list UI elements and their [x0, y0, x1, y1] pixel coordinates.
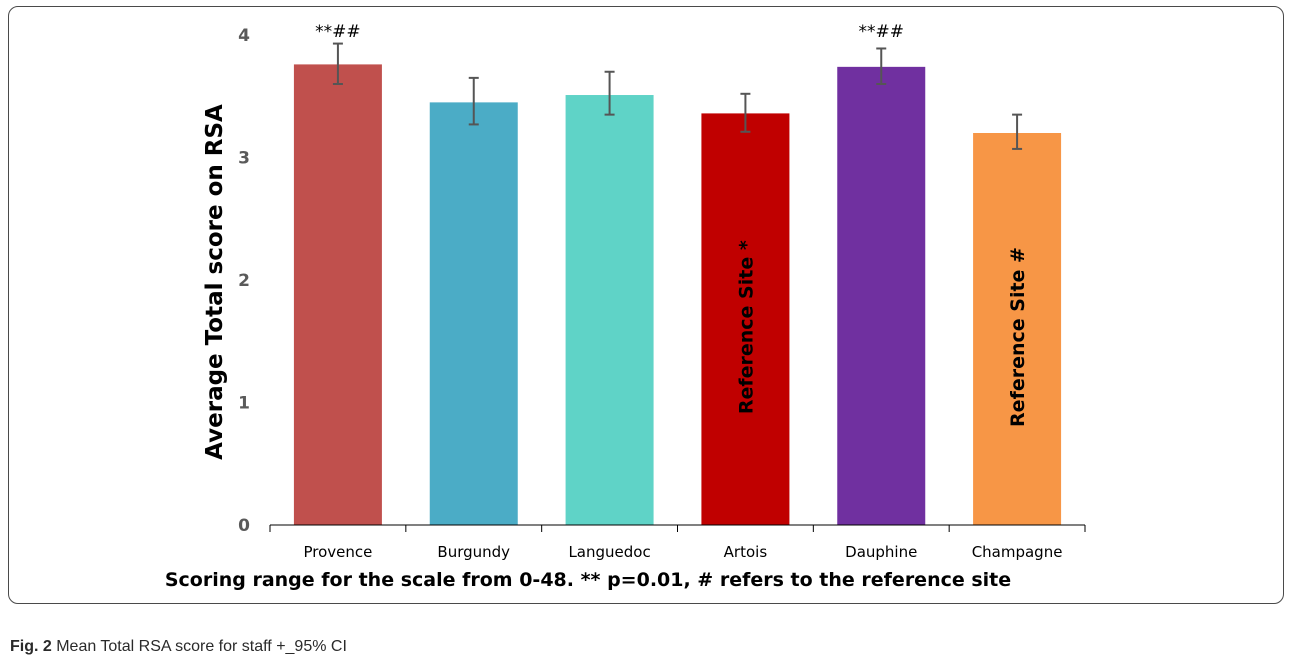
bar-inner-label: Reference Site *	[735, 240, 757, 414]
bar	[973, 133, 1062, 525]
error-bar	[876, 47, 887, 85]
x-tick-label: Artois	[724, 543, 768, 561]
bar	[701, 113, 790, 526]
error-bar	[332, 42, 343, 85]
y-tick-label: 2	[238, 271, 250, 291]
x-tick-label: Dauphine	[845, 543, 917, 561]
y-tick-label: 1	[238, 394, 250, 414]
y-tick-label: 3	[238, 149, 250, 169]
bar	[429, 102, 518, 525]
figure-caption: Fig. 2 Mean Total RSA score for staff +_…	[10, 638, 347, 656]
error-bar	[604, 70, 615, 116]
significance-annotation: **##	[315, 22, 361, 42]
bar	[293, 64, 382, 526]
chart-frame	[8, 6, 1284, 604]
y-tick-label: 4	[238, 26, 250, 46]
error-bar	[468, 76, 479, 126]
chart-note: Scoring range for the scale from 0-48. *…	[165, 569, 1011, 591]
x-tick-label: Burgundy	[437, 543, 510, 561]
y-tick-label: 0	[238, 516, 250, 536]
significance-annotation: **##	[859, 22, 905, 42]
bar	[565, 95, 654, 526]
figure-number: Fig. 2	[10, 638, 52, 655]
bar	[837, 66, 926, 525]
error-bar	[1012, 113, 1023, 150]
caption-text: Mean Total RSA score for staff +_95% CI	[51, 638, 347, 655]
bar-inner-label: Reference Site #	[1007, 247, 1029, 427]
x-tick-label: Provence	[303, 543, 372, 561]
x-tick-label: Languedoc	[568, 543, 650, 561]
error-bar	[740, 92, 751, 133]
x-tick-label: Champagne	[972, 543, 1063, 561]
y-axis-label: Average Total score on RSA	[202, 104, 228, 460]
